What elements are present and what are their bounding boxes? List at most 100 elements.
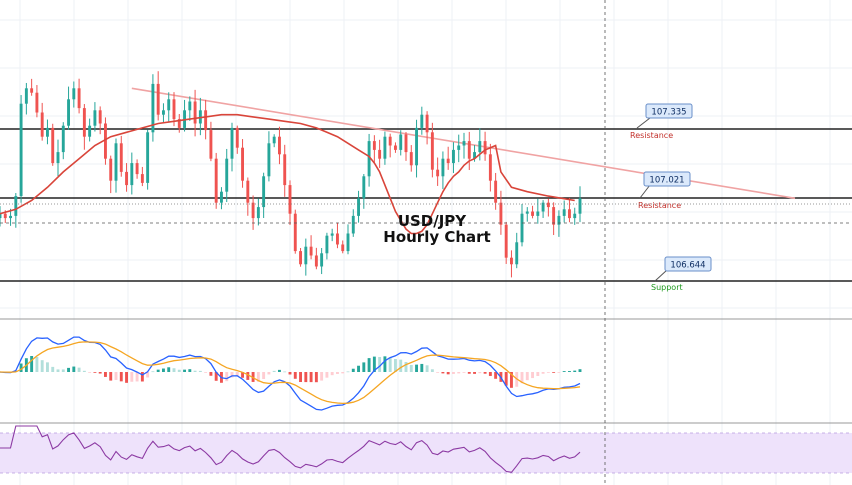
candle-body [30,88,34,93]
candle-body [130,163,134,186]
candle-body [214,158,218,203]
macd-histogram-bar [183,369,186,372]
macd-histogram-bar [388,357,392,372]
macd-histogram-bar [372,356,376,372]
macd-histogram-bar [114,372,118,380]
candle-body [51,127,55,164]
candle-body [225,158,229,192]
candle-body [109,158,113,181]
macd-histogram-bar [473,372,476,374]
candle-body [82,108,86,137]
macd-histogram-bar [267,372,271,375]
candle-body [151,83,155,133]
macd-histogram-bar [457,372,461,374]
macd-histogram-bar [82,370,86,372]
macd-histogram-bar [288,372,292,375]
candle-body [552,207,556,225]
candle-body [293,213,297,252]
macd-histogram-bar [146,372,150,378]
candle-body [383,136,387,159]
macd-histogram-bar [172,368,176,372]
candle-body [267,143,271,177]
macd-histogram-bar [568,371,571,372]
candle-body [314,255,318,267]
macd-histogram-bar [125,372,128,383]
candle-body [246,180,250,203]
candle-body [283,154,287,186]
macd-histogram-bar [151,371,155,373]
macd-histogram-bar [420,363,424,372]
candle-body [209,130,213,159]
candle-body [573,213,577,219]
candle-body [256,207,260,219]
candle-body [478,141,482,153]
macd-histogram-bar [536,372,540,376]
macd-histogram-bar [204,372,208,373]
candle-body [93,110,97,126]
macd-histogram-bar [346,371,350,373]
candle-body [278,136,281,155]
macd-histogram-bar [357,365,360,372]
candle-body [578,198,582,214]
level-badge-106644: 106.644 [654,256,712,282]
macd-histogram-bar [98,372,102,374]
macd-histogram-bar [325,372,329,378]
candle-body [24,88,28,104]
rsi-band [0,433,852,473]
macd-histogram-bar [198,370,202,372]
macd-histogram-bar [77,367,81,372]
candle-body [146,132,150,183]
candle-body [336,233,339,245]
candle-body [0,213,2,219]
candle-body [56,152,60,164]
candle-body [114,143,118,181]
macd-histogram-bar [56,369,60,372]
macd-histogram-bar [188,369,192,372]
candle-body [378,149,382,159]
macd-histogram-bar [167,367,171,372]
rsi-line [0,425,581,473]
macd-histogram-bar [320,372,324,381]
moving-average-line [0,113,575,235]
candle-body [399,134,403,150]
candle-body [262,176,266,208]
macd-histogram-bar [93,372,97,373]
candle-body [309,246,313,256]
candle-body [515,242,519,265]
macd-histogram-bar [40,360,44,372]
macd-histogram-bar [46,362,49,372]
candle-body [388,136,392,146]
macd-histogram-bar [293,372,297,379]
macd-histogram-bar [462,372,466,373]
macd-histogram-bar [230,372,234,378]
macd-histogram-bar [304,372,308,383]
macd-histogram-bar [209,372,213,376]
macd-histogram-bar [573,370,577,372]
macd-histogram-bar [61,369,65,372]
candle-body [320,253,324,267]
candle-body [562,209,566,216]
candle-body [88,125,92,137]
macd-histogram-bar [130,372,134,382]
macd-histogram-bar [135,372,139,382]
candle-body [436,169,440,177]
macd-histogram-bar [51,366,55,372]
candle-body [172,99,176,120]
candle-body [462,141,466,146]
candle-body [119,143,123,172]
macd-histogram-bar [330,372,334,376]
macd-histogram-bar [140,372,144,382]
candle-body [430,132,434,170]
macd-histogram-bar [256,372,260,382]
candle-body [557,215,561,225]
level-badge-text: 107.021 [649,176,684,186]
candle-body [230,127,234,159]
macd-histogram-bar [19,363,23,372]
candle-body [67,99,70,126]
level-badge-text: 107.335 [651,108,686,118]
resistance-label-2: Resistance [638,201,681,210]
candle-body [156,83,160,115]
candle-body [14,196,18,216]
candle-body [251,202,255,219]
